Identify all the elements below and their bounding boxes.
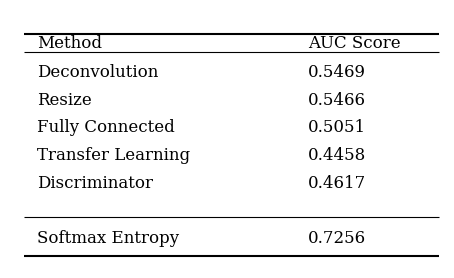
Text: Transfer Learning: Transfer Learning: [38, 147, 191, 164]
Text: Resize: Resize: [38, 92, 92, 109]
Text: 0.7256: 0.7256: [308, 230, 366, 247]
Text: 0.5466: 0.5466: [308, 92, 366, 109]
Text: 0.5469: 0.5469: [308, 64, 366, 81]
Text: Fully Connected: Fully Connected: [38, 120, 175, 136]
Text: 0.4458: 0.4458: [308, 147, 366, 164]
Text: 0.4617: 0.4617: [308, 175, 366, 192]
Text: Method: Method: [38, 35, 103, 52]
Text: 0.5051: 0.5051: [308, 120, 366, 136]
Text: AUC Score: AUC Score: [308, 35, 401, 52]
Text: Discriminator: Discriminator: [38, 175, 153, 192]
Text: Softmax Entropy: Softmax Entropy: [38, 230, 180, 247]
Text: Deconvolution: Deconvolution: [38, 64, 159, 81]
